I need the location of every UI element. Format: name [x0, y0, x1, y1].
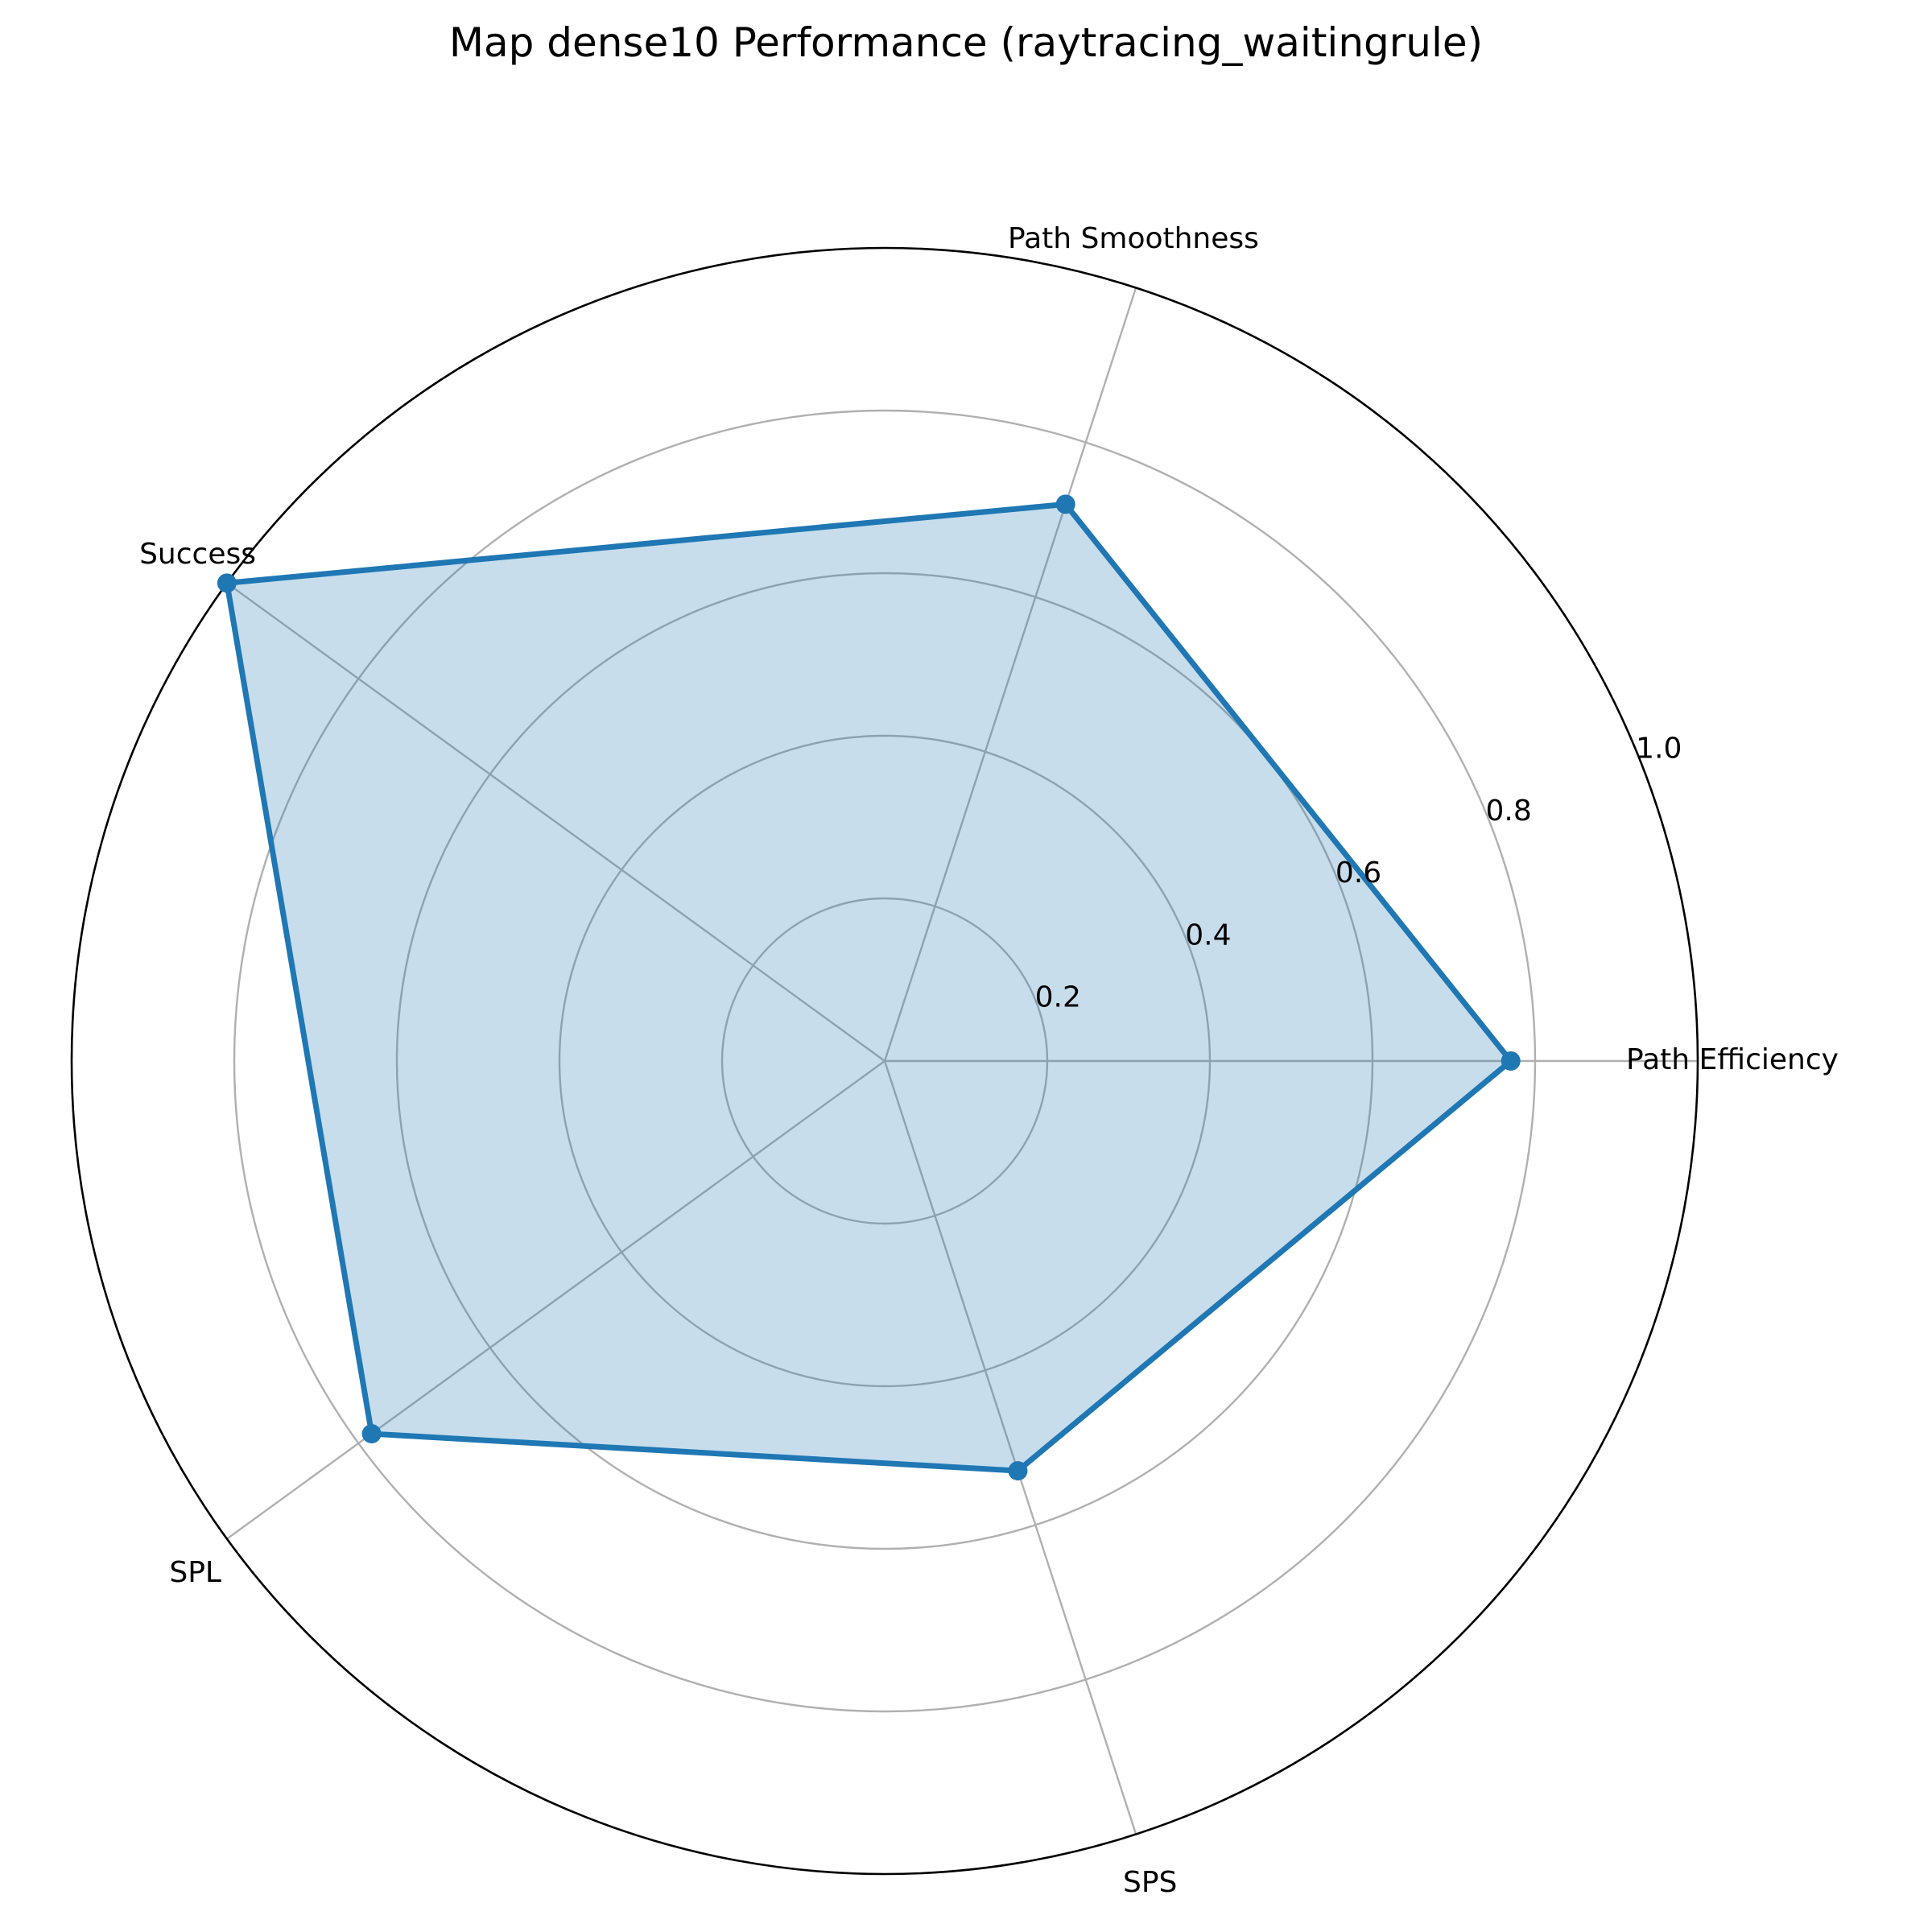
- spoke-line: [226, 1060, 886, 1540]
- r-tick-label: 0.2: [1035, 981, 1081, 1014]
- category-label: Success: [139, 538, 256, 571]
- category-label: Path Efficiency: [1626, 1043, 1839, 1076]
- polar-frame: [70, 246, 1699, 1876]
- series-fill: [226, 504, 1511, 1472]
- spoke-line: [883, 287, 1137, 1062]
- label-layer: 0.2 0.4 0.6 0.8 1.0 Path Efficiency Path Smoot…: [139, 222, 1839, 1899]
- r-tick-label: 0.8: [1485, 795, 1531, 828]
- data-point: [1055, 494, 1075, 514]
- category-label: Path Smoothness: [1008, 222, 1259, 255]
- r-tick-label: 0.6: [1335, 857, 1381, 890]
- category-label: SPL: [169, 1556, 221, 1589]
- data-point: [361, 1424, 382, 1444]
- series-line: [223, 501, 1515, 1474]
- spoke-line: [883, 1060, 1137, 1835]
- data-layer: [217, 494, 1521, 1481]
- data-point: [217, 573, 237, 593]
- data-point: [1008, 1461, 1028, 1481]
- grid-layer: [70, 246, 1699, 1876]
- r-tick-label: 1.0: [1636, 732, 1682, 765]
- spoke-line: [226, 582, 886, 1062]
- category-label: SPS: [1123, 1866, 1177, 1899]
- r-tick-label: 0.4: [1185, 919, 1231, 952]
- chart-title: Map dense10 Performance (raytracing_wait…: [448, 19, 1484, 66]
- data-point: [1501, 1051, 1521, 1071]
